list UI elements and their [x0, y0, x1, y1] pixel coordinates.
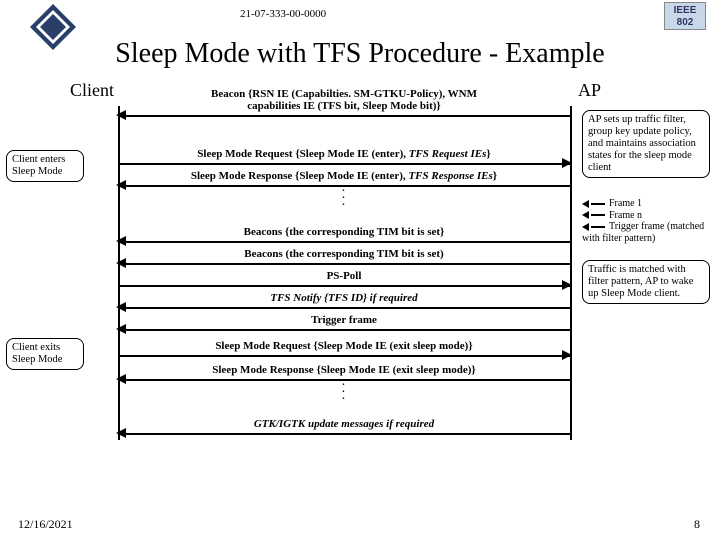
message-line: [118, 433, 570, 435]
message-label: Trigger frame: [118, 314, 570, 326]
message-line: [118, 241, 570, 243]
message-line: [118, 355, 570, 357]
message-row: Sleep Mode Request {Sleep Mode IE (enter…: [118, 150, 570, 168]
vertical-ellipsis-icon: ···: [118, 382, 570, 403]
message-line: [118, 285, 570, 287]
message-label: Sleep Mode Response {Sleep Mode IE (exit…: [118, 364, 570, 376]
message-line: [118, 163, 570, 165]
note-client-exits: Client exits Sleep Mode: [6, 338, 84, 370]
message-label: Beacons {the corresponding TIM bit is se…: [118, 226, 570, 238]
legend-frame-n: Frame n: [609, 210, 642, 221]
message-row: Trigger frame: [118, 316, 570, 334]
message-label: Sleep Mode Request {Sleep Mode IE (exit …: [118, 340, 570, 352]
vertical-ellipsis-icon: ···: [118, 188, 570, 209]
message-label: TFS Notify {TFS ID} if required: [118, 292, 570, 304]
slide-title: Sleep Mode with TFS Procedure - Example: [10, 38, 710, 70]
message-label: Beacons (the corresponding TIM bit is se…: [118, 248, 570, 260]
message-line: [118, 307, 570, 309]
message-row: Sleep Mode Request {Sleep Mode IE (exit …: [118, 342, 570, 360]
footer-page: 8: [694, 517, 700, 532]
message-line: [118, 263, 570, 265]
message-label: PS-Poll: [118, 270, 570, 282]
legend-trigger: Trigger frame (matched with filter patte…: [582, 221, 704, 244]
message-line: [118, 115, 570, 117]
message-row: Beacons (the corresponding TIM bit is se…: [118, 250, 570, 268]
message-row: Beacons {the corresponding TIM bit is se…: [118, 228, 570, 246]
frame-legend: Frame 1 Frame n Trigger frame (matched w…: [582, 198, 716, 244]
message-label: Beacon {RSN IE (Capabilties. SM-GTKU-Pol…: [118, 88, 570, 112]
actor-client: Client: [70, 80, 114, 101]
message-row: GTK/IGTK update messages if required: [118, 420, 570, 438]
note-client-enters: Client enters Sleep Mode: [6, 150, 84, 182]
message-row: PS-Poll: [118, 272, 570, 290]
message-line: [118, 329, 570, 331]
ieee-802-badge: IEEE802: [664, 2, 706, 30]
note-traffic-match: Traffic is matched with filter pattern, …: [582, 260, 710, 304]
lifeline-ap: [570, 106, 572, 440]
message-row: Beacon {RSN IE (Capabilties. SM-GTKU-Pol…: [118, 102, 570, 120]
message-label: Sleep Mode Response {Sleep Mode IE (ente…: [118, 170, 570, 182]
message-row: TFS Notify {TFS ID} if required: [118, 294, 570, 312]
actor-ap: AP: [578, 80, 601, 101]
message-label: Sleep Mode Request {Sleep Mode IE (enter…: [118, 148, 570, 160]
sequence-diagram: Client AP Beacon {RSN IE (Capabilties. S…: [0, 80, 720, 520]
doc-number: 21-07-333-00-0000: [240, 8, 326, 20]
message-label: GTK/IGTK update messages if required: [118, 418, 570, 430]
note-ap-filter: AP sets up traffic filter, group key upd…: [582, 110, 710, 178]
footer-date: 12/16/2021: [18, 517, 73, 532]
legend-frame1: Frame 1: [609, 198, 642, 209]
